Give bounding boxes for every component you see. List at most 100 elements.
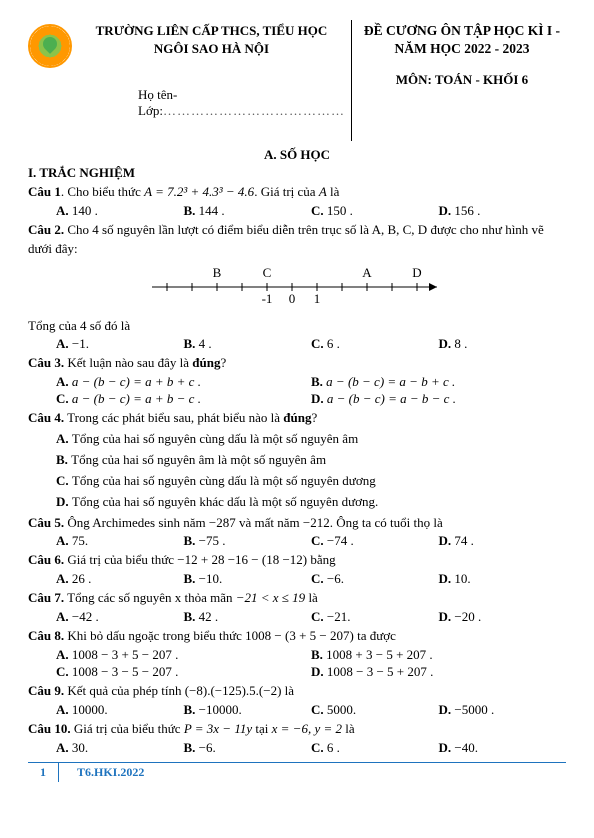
header-left: TRƯỜNG LIÊN CẤP THCS, TIỂU HỌC NGÔI SAO … xyxy=(28,20,352,141)
q3-text: Kết luận nào sau đây là xyxy=(64,355,192,370)
q4-C: C. Tổng của hai số nguyên cùng dấu là mộ… xyxy=(56,472,566,491)
school-logo-icon xyxy=(28,24,72,68)
q7-label: Câu 7. xyxy=(28,590,64,605)
q3-A: A. a − (b − c) = a + b + c . xyxy=(56,374,311,390)
section-a-heading: A. SỐ HỌC xyxy=(28,147,566,163)
q7-options: A. −42 . B. 42 . C. −21. D. −20 . xyxy=(56,609,566,625)
q5-B: B. −75 . xyxy=(184,533,312,549)
q1-label: Câu 1 xyxy=(28,184,61,199)
part-1-heading: I. TRẮC NGHIỆM xyxy=(28,165,566,181)
q4-B-text: Tổng của hai số nguyên âm là một số nguy… xyxy=(71,452,326,467)
question-5: Câu 5. Ông Archimedes sinh năm −287 và m… xyxy=(28,514,566,533)
q7-D-text: −20 . xyxy=(454,609,481,624)
q5-options: A. 75. B. −75 . C. −74 . D. 74 . xyxy=(56,533,566,549)
q9-A-text: 10000. xyxy=(72,702,108,717)
q1-var: A xyxy=(319,184,327,199)
q6-B-text: −10. xyxy=(199,571,223,586)
q3-label: Câu 3. xyxy=(28,355,64,370)
q10-tb: tại xyxy=(252,721,272,736)
q1-ta: . Cho biểu thức xyxy=(61,184,144,199)
q1-expr: A = 7.2³ + 4.3³ − 4.6 xyxy=(144,184,254,199)
q8-C: C. 1008 − 3 − 5 − 207 . xyxy=(56,664,311,680)
q8-C-text: 1008 − 3 − 5 − 207 . xyxy=(72,664,179,679)
q8-A: A. 1008 − 3 + 5 − 207 . xyxy=(56,647,311,663)
q5-B-text: −75 . xyxy=(199,533,226,548)
nl-A: A xyxy=(362,265,372,280)
q9-A: A. 10000. xyxy=(56,702,184,718)
question-9: Câu 9. Kết quả của phép tính (−8).(−125)… xyxy=(28,682,566,701)
q3-B: B. a − (b − c) = a − b + c . xyxy=(311,374,566,390)
q8-B: B. 1008 + 3 − 5 + 207 . xyxy=(311,647,566,663)
q9-options: A. 10000. B. −10000. C. 5000. D. −5000 . xyxy=(56,702,566,718)
q8-D: D. 1008 − 3 − 5 + 207 . xyxy=(311,664,566,680)
title-line-1: ĐỀ CƯƠNG ÔN TẬP HỌC KÌ I - xyxy=(358,22,566,40)
q2-B-text: 4 . xyxy=(199,336,212,351)
q2-D-text: 8 . xyxy=(454,336,467,351)
q6-D: D. 10. xyxy=(439,571,567,587)
school-name-2: NGÔI SAO HÀ NỘI xyxy=(78,40,345,58)
nl-m1: -1 xyxy=(262,291,273,306)
title-line-2: NĂM HỌC 2022 - 2023 xyxy=(358,40,566,58)
q10-vals: x = −6, y = 2 xyxy=(272,721,342,736)
q7-tb: là xyxy=(305,590,318,605)
q9-B: B. −10000. xyxy=(184,702,312,718)
q3-q: ? xyxy=(220,355,226,370)
q10-D-text: −40. xyxy=(454,740,478,755)
nl-0: 0 xyxy=(289,291,296,306)
q6-text: Giá trị của biểu thức −12 + 28 −16 − (18… xyxy=(64,552,336,567)
q10-D: D. −40. xyxy=(439,740,567,756)
question-7: Câu 7. Tổng các số nguyên x thỏa mãn −21… xyxy=(28,589,566,608)
q1-options: A. 140 . B. 144 . C. 150 . D. 156 . xyxy=(56,203,566,219)
q3-C: C. a − (b − c) = a + b − c . xyxy=(56,391,311,407)
q2-D: D. 8 . xyxy=(439,336,567,352)
q2-sum: Tổng của 4 số đó là xyxy=(28,317,566,336)
q10-C-text: 6 . xyxy=(327,740,340,755)
q10-C: C. 6 . xyxy=(311,740,439,756)
q7-A-text: −42 . xyxy=(72,609,99,624)
q5-label: Câu 5. xyxy=(28,515,64,530)
name-dots: ………………………………… xyxy=(163,103,345,118)
q7-C-text: −21. xyxy=(327,609,351,624)
q4-D-text: Tổng của hai số nguyên khác dấu là một s… xyxy=(72,494,378,509)
page-number: 1 xyxy=(28,763,59,782)
q8-B-text: 1008 + 3 − 5 + 207 . xyxy=(326,647,433,662)
q4-A-text: Tổng của hai số nguyên cùng dấu là một s… xyxy=(72,431,358,446)
q2-C: C. 6 . xyxy=(311,336,439,352)
q2-B: B. 4 . xyxy=(184,336,312,352)
q10-A-text: 30. xyxy=(72,740,88,755)
q7-B: B. 42 . xyxy=(184,609,312,625)
q3-options-row2: C. a − (b − c) = a + b − c . D. a − (b −… xyxy=(56,391,566,407)
q8-text: Khi bỏ dấu ngoặc trong biểu thức 1008 − … xyxy=(64,628,396,643)
header: TRƯỜNG LIÊN CẤP THCS, TIỂU HỌC NGÔI SAO … xyxy=(28,20,566,141)
q5-C: C. −74 . xyxy=(311,533,439,549)
q4-label: Câu 4. xyxy=(28,410,64,425)
q8-label: Câu 8. xyxy=(28,628,64,643)
footer: 1 T6.HKI.2022 xyxy=(28,762,566,782)
q1-C: C. 150 . xyxy=(311,203,439,219)
q3-D: D. a − (b − c) = a − b − c . xyxy=(311,391,566,407)
footer-code: T6.HKI.2022 xyxy=(59,765,144,780)
q6-options: A. 26 . B. −10. C. −6. D. 10. xyxy=(56,571,566,587)
q5-text: Ông Archimedes sinh năm −287 và mất năm … xyxy=(64,515,443,530)
q7-C: C. −21. xyxy=(311,609,439,625)
number-line: B C A D -1 0 1 xyxy=(28,263,566,313)
q10-label: Câu 10. xyxy=(28,721,71,736)
question-6: Câu 6. Giá trị của biểu thức −12 + 28 −1… xyxy=(28,551,566,570)
q3-bold: đúng xyxy=(192,355,220,370)
q8-A-text: 1008 − 3 + 5 − 207 . xyxy=(72,647,179,662)
question-8: Câu 8. Khi bỏ dấu ngoặc trong biểu thức … xyxy=(28,627,566,646)
q4-D: D. Tổng của hai số nguyên khác dấu là mộ… xyxy=(56,493,566,512)
nl-D: D xyxy=(412,265,421,280)
q1-tc: là xyxy=(327,184,340,199)
q3-options-row1: A. a − (b − c) = a + b + c . B. a − (b −… xyxy=(56,374,566,390)
q5-D: D. 74 . xyxy=(439,533,567,549)
q1-D-text: 156 . xyxy=(454,203,480,218)
question-2: Câu 2. Cho 4 số nguyên lần lượt có điểm … xyxy=(28,221,566,259)
q6-C: C. −6. xyxy=(311,571,439,587)
q3-D-text: a − (b − c) = a − b − c . xyxy=(327,391,456,406)
q6-B: B. −10. xyxy=(184,571,312,587)
q5-D-text: 74 . xyxy=(454,533,474,548)
q1-C-text: 150 . xyxy=(327,203,353,218)
q7-B-text: 42 . xyxy=(199,609,219,624)
nl-C: C xyxy=(263,265,272,280)
